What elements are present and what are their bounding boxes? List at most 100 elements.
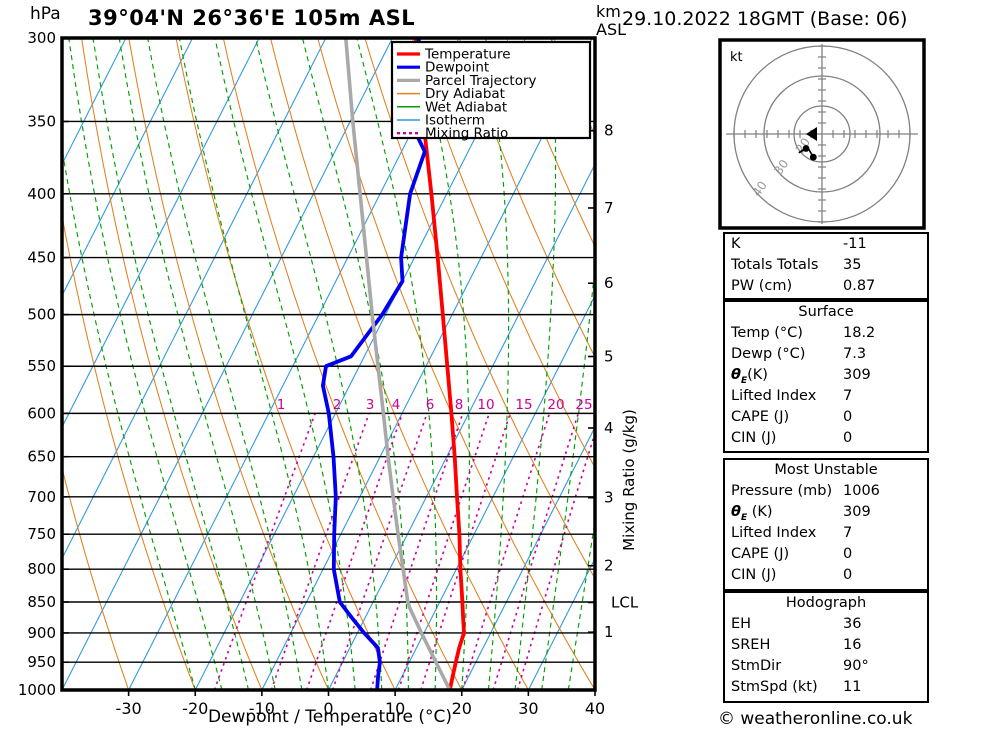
most-unstable-label: Lifted Index	[731, 525, 817, 541]
most-unstable-value: 7	[843, 525, 853, 541]
copyright-label: © weatheronline.co.uk	[718, 709, 913, 729]
most-unstable-value: 0	[843, 546, 853, 562]
hodograph-table: Hodograph EH 36 SREH 16 StmDir 90° StmSpd (kt)…	[723, 591, 929, 703]
pressure-tick-label: 850	[27, 593, 56, 611]
index-label: Totals Totals	[731, 257, 819, 273]
temperature-axis: -30 -20 -10 0 10 20 30 40	[116, 690, 605, 718]
x-axis-label: Dewpoint / Temperature (°C)	[208, 707, 452, 727]
pressure-tick-label: 950	[27, 653, 56, 671]
altitude-tick-label: 5	[604, 348, 614, 366]
mixing-ratio-label: 10	[477, 397, 494, 413]
index-value: 0.87	[843, 278, 876, 294]
surface-row: Temp (°C) 18.2	[725, 323, 927, 344]
surface-table-title: Surface	[798, 304, 854, 320]
legend-item-temperature: Temperature	[424, 47, 511, 63]
hodograph-label: StmDir	[731, 658, 782, 674]
pressure-tick-label: 600	[27, 404, 56, 422]
surface-value: 0	[843, 430, 853, 446]
pressure-tick-label: 400	[27, 185, 56, 203]
hodograph-value: 16	[843, 637, 862, 653]
mixing-ratio-label: 4	[392, 397, 401, 413]
skewt-diagram: 1 2 3 4 6 8 10 15 20 25 3003504004505005506006507…	[18, 29, 639, 727]
index-label: K	[731, 236, 741, 252]
surface-row: CAPE (J) 0	[725, 407, 927, 428]
pressure-tick-label: 1000	[18, 681, 56, 699]
most-unstable-value: 1006	[843, 483, 880, 499]
surface-value: 7	[843, 388, 853, 404]
most-unstable-row: Pressure (mb) 1006	[725, 481, 927, 502]
hodograph-value: 36	[843, 616, 862, 632]
hodograph-row: StmSpd (kt) 11	[725, 677, 927, 698]
most-unstable-row: Lifted Index 7	[725, 523, 927, 544]
pressure-tick-label: 550	[27, 357, 56, 375]
profile-curves	[321, 38, 466, 690]
legend-item-mixing-ratio: Mixing Ratio	[425, 126, 508, 142]
mixing-ratio-label: 2	[333, 397, 342, 413]
pressure-tick-label: 500	[27, 306, 56, 324]
most-unstable-label: CIN (J)	[731, 567, 777, 583]
most-unstable-row: CAPE (J) 0	[725, 544, 927, 565]
mixing-ratio-labels: 1 2 3 4 6 8 10 15 20 25	[277, 397, 593, 413]
altitude-tick-label: 3	[604, 489, 614, 507]
temperature-tick-label: 30	[518, 699, 538, 718]
pressure-axis: 300 350 400 450 500 550 600 650 700 750 800 850 900 9…	[18, 29, 69, 699]
mixing-ratio-label: 3	[366, 397, 375, 413]
most-unstable-value: 309	[843, 504, 871, 520]
temperature-tick-label: -20	[182, 699, 208, 718]
altitude-tick-label: 2	[604, 557, 614, 575]
most-unstable-value: 0	[843, 567, 853, 583]
surface-row: Dewp (°C) 7.3	[725, 344, 927, 365]
hodograph-label: StmSpd (kt)	[731, 679, 818, 695]
hodograph-value: 11	[843, 679, 862, 695]
surface-label: Dewp (°C)	[731, 346, 806, 362]
pressure-tick-label: 800	[27, 560, 56, 578]
legend-item-dewpoint: Dewpoint	[425, 60, 489, 76]
pressure-tick-label: 900	[27, 624, 56, 642]
altitude-unit-label-2: ASL	[596, 20, 627, 39]
station-title: 39°04'N 26°36'E 105m ASL	[88, 6, 416, 30]
mixing-ratio-label: 20	[547, 397, 564, 413]
surface-row: θE(K) 309	[725, 365, 927, 386]
altitude-tick-label: 7	[604, 199, 614, 217]
profile-parcel-trajectory	[344, 38, 452, 690]
surface-label: Temp (°C)	[731, 325, 803, 341]
hodograph-row: StmDir 90°	[725, 656, 927, 677]
most-unstable-table-title: Most Unstable	[774, 462, 878, 478]
most-unstable-table: Most Unstable Pressure (mb) 1006 θE (K) 309…	[723, 458, 929, 591]
pressure-unit-label: hPa	[30, 4, 61, 24]
temperature-tick-label: 0	[323, 699, 333, 718]
mixing-ratio-label: 6	[426, 397, 435, 413]
legend-item-isotherm: Isotherm	[425, 113, 485, 129]
temperature-tick-label: 40	[585, 699, 605, 718]
mixing-ratio-label: 8	[455, 397, 464, 413]
hodograph-row: EH 36	[725, 614, 927, 635]
index-row: K -11	[725, 234, 927, 255]
hodograph-row: SREH 16	[725, 635, 927, 656]
most-unstable-label: CAPE (J)	[731, 546, 790, 562]
mixing-ratio-label: 15	[515, 397, 532, 413]
surface-value: 18.2	[843, 325, 876, 341]
hodograph-point	[802, 145, 810, 152]
surface-value: 309	[843, 367, 871, 383]
surface-label: CAPE (J)	[731, 409, 790, 425]
index-row: Totals Totals 35	[725, 255, 927, 276]
altitude-tick-label: 1	[604, 623, 614, 641]
temperature-tick-label: 20	[452, 699, 472, 718]
pressure-tick-label: 750	[27, 525, 56, 543]
profile-dewpoint	[321, 38, 427, 690]
temperature-tick-label: 10	[385, 699, 405, 718]
surface-row: CIN (J) 0	[725, 428, 927, 449]
surface-value: 7.3	[843, 346, 867, 362]
most-unstable-row: θE (K) 309	[725, 502, 927, 523]
altitude-axis: 8 7 6 5 4 3 2 1 LCL	[588, 122, 639, 641]
surface-table: Surface Temp (°C) 18.2 Dewp (°C) 7.3 θE(K) 30…	[723, 300, 929, 453]
index-value: -11	[843, 236, 867, 252]
pressure-tick-label: 350	[27, 112, 56, 130]
index-row: PW (cm) 0.87	[725, 276, 927, 297]
datetime-label: 29.10.2022 18GMT (Base: 06)	[622, 8, 908, 30]
mixing-ratio-label: 1	[277, 397, 286, 413]
mixing-ratio-axis-label: Mixing Ratio (g/kg)	[620, 409, 638, 551]
